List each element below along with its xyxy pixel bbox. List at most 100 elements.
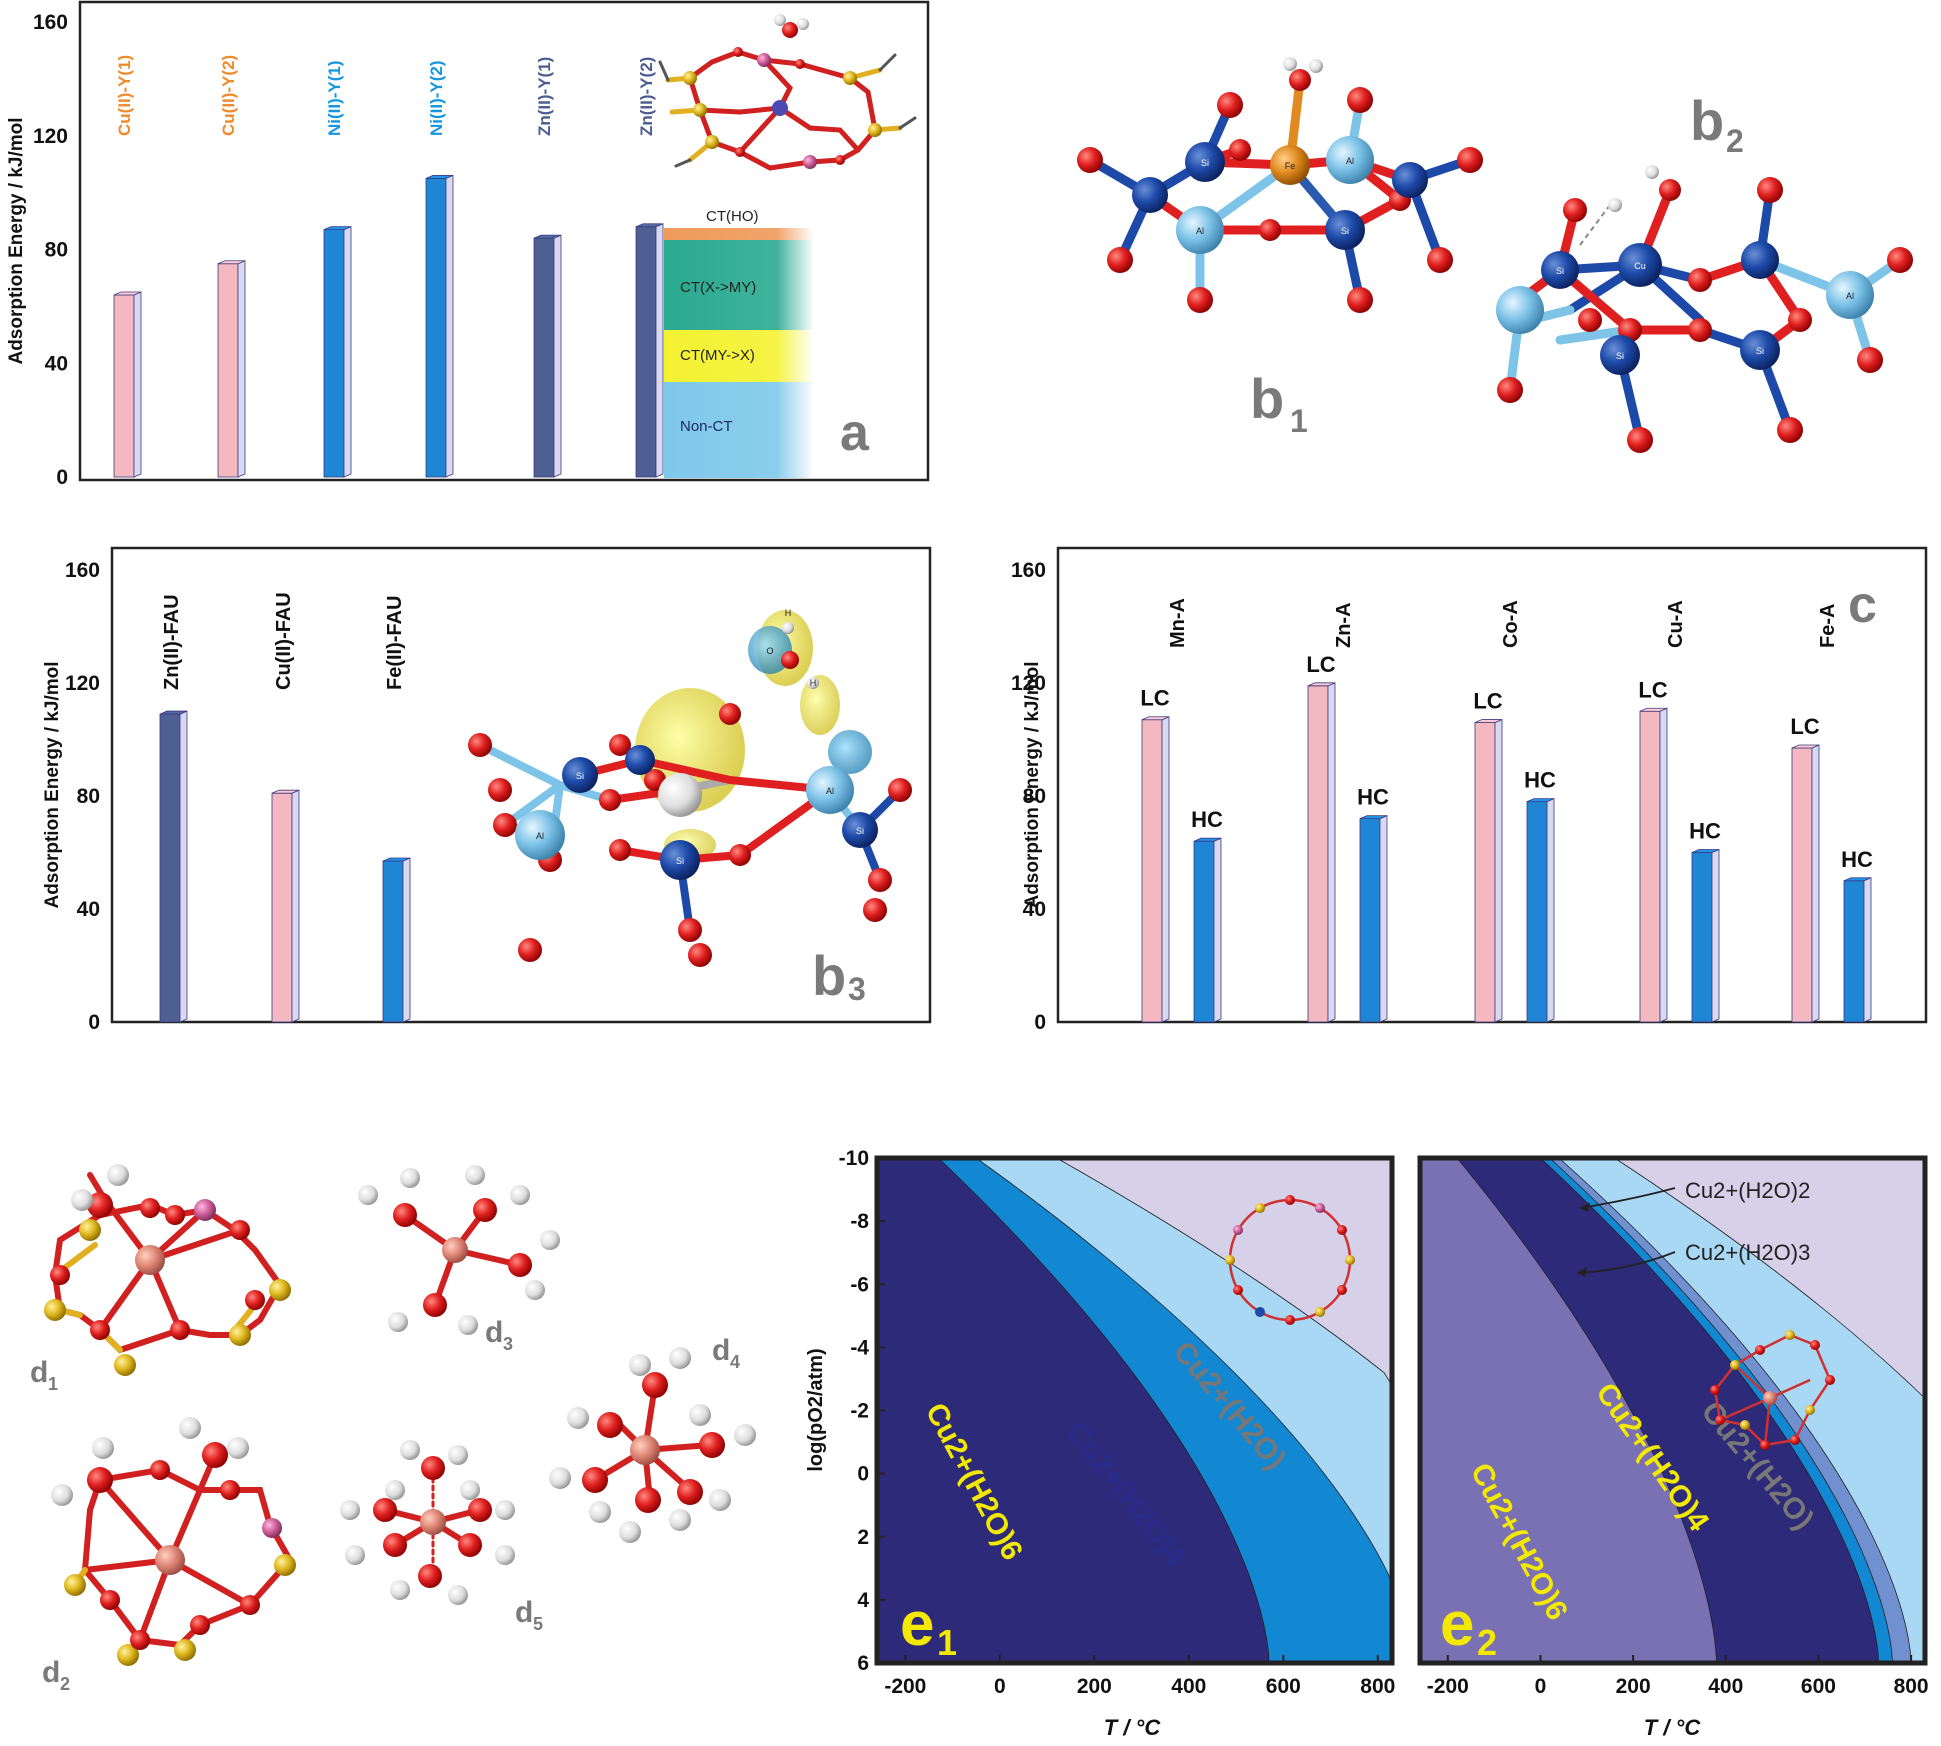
panel-b3-ytick-160: 160: [65, 559, 100, 582]
region-e1-0: [876, 1157, 1270, 1664]
legend-fade: [664, 228, 814, 478]
b3-si-label-1: Si: [576, 771, 584, 781]
b1-si-label-2: Si: [1341, 226, 1349, 236]
bar-cu-ii-y-2-front: [217, 263, 239, 478]
bar-zn-ii-fau-side: [179, 710, 188, 1023]
category-cu-ii-y-1: Cu(II)-Y(1): [115, 55, 134, 136]
b1-fe-label: Fe: [1285, 161, 1296, 171]
ytick-8: -8: [850, 1210, 869, 1233]
ring-inset-e1: [1225, 1195, 1355, 1325]
bar-mn-a-lc-side: [1161, 716, 1170, 1023]
xtick-400: 400: [1708, 1675, 1743, 1698]
panel-a-ylabel: Adsorption Energy / kJ/mol: [6, 117, 27, 364]
ring-e1-atom-8: [1255, 1203, 1265, 1214]
panel-a-ytick-0: 0: [56, 466, 68, 489]
bar-zn-ii-y-1-side: [553, 234, 562, 478]
ring-e2-atom-4: [1790, 1435, 1800, 1445]
category-co-a: Co-A: [1500, 600, 1522, 648]
ring-e1-atom-10: [1315, 1203, 1325, 1214]
bar-cu-a-lc-front: [1639, 710, 1661, 1023]
bar-ni-ii-y-1-side: [343, 225, 352, 478]
series-label-cu-a-hc: HC: [1689, 819, 1721, 844]
d3-sub: 3: [503, 1334, 513, 1354]
bar-zn-a-hc: [1359, 814, 1388, 1023]
bar-zn-a-hc-top: [1359, 815, 1388, 819]
ring-e2-bond-2: [1763, 1397, 1772, 1446]
cluster-inset-a: [658, 14, 917, 171]
b3-h-label-1: H: [810, 678, 817, 688]
bar-zn-ii-y-2-front: [635, 226, 657, 478]
panel-e1-ylabel: log(pO2/atm): [805, 1348, 827, 1471]
structure-b3: Al Al Si Si Si O H H: [468, 608, 912, 967]
b1-label: b: [1250, 367, 1284, 430]
panel-b3-ytick-40: 40: [77, 898, 100, 921]
structure-b2: Cu Si Si Si Al b 2: [1496, 89, 1913, 453]
b2-cu-label: Cu: [1634, 261, 1646, 271]
d1-sub: 1: [48, 1374, 58, 1394]
bar-ni-ii-y-1-top: [323, 226, 352, 230]
bar-fe-ii-fau: [382, 857, 411, 1023]
xtick-600: 600: [1266, 1675, 1301, 1698]
b3-h-label-2: H: [785, 608, 792, 618]
category-cu-a: Cu-A: [1665, 600, 1687, 648]
category-mn-a: Mn-A: [1167, 598, 1189, 648]
bar-co-a-hc-top: [1526, 798, 1555, 803]
panel-a-label: a: [840, 404, 870, 462]
category-zn-a: Zn-A: [1333, 602, 1355, 648]
legend-non-ct: Non-CT: [680, 418, 733, 435]
b2-si-label-3: Si: [1756, 346, 1764, 356]
ring-e2-atom-9: [1730, 1360, 1740, 1370]
ring-e1-atom-1: [1336, 1285, 1347, 1295]
legend-ct-my-x: CT(MY->X): [680, 347, 755, 364]
bar-mn-a-hc-top: [1193, 837, 1222, 842]
structure-b1: Fe Al Al Si Si b 1: [1077, 57, 1483, 439]
d4-sub: 4: [730, 1352, 740, 1372]
bar-zn-ii-fau-front: [159, 713, 181, 1023]
ring-inset-e2: [1710, 1330, 1835, 1450]
xtick-400: 400: [1171, 1675, 1206, 1698]
d5-label: d: [515, 1596, 533, 1629]
d3-label: d: [485, 1316, 503, 1349]
series-label-co-a-hc: HC: [1524, 768, 1556, 793]
panel-e2-frame: [1417, 1155, 1928, 1666]
panel-c: 0 40 80 120 160 Adsorption Energy / kJ/mol L…: [1011, 546, 1928, 1034]
series-label-mn-a-lc: LC: [1140, 686, 1169, 711]
d5-sub: 5: [533, 1614, 543, 1634]
b1-al-label-2: Al: [1196, 226, 1204, 236]
stack-legend: CT(HO) CT(X->MY) CT(MY->X) Non-CT: [664, 208, 814, 478]
xtick-0: 0: [1535, 1675, 1547, 1698]
bar-fe-a-hc-side: [1863, 877, 1872, 1023]
ring-e2-atom-8: [1710, 1385, 1720, 1395]
structure-d3: d 3: [358, 1165, 560, 1354]
bar-zn-ii-fau-top: [159, 710, 188, 715]
panel-c-ytick-120: 120: [1011, 672, 1046, 695]
series-label-zn-a-lc: LC: [1306, 652, 1335, 677]
panel-b3-ytick-80: 80: [77, 785, 100, 808]
panel-e2-sub: 2: [1477, 1622, 1497, 1663]
bar-cu-a-hc-top: [1691, 849, 1720, 853]
bar-fe-a-lc: [1791, 744, 1820, 1023]
bar-zn-a-lc-top: [1307, 682, 1336, 687]
series-label-cu-a-lc: LC: [1638, 677, 1667, 702]
bar-fe-a-lc-top: [1791, 744, 1820, 749]
ytick-0: 0: [857, 1463, 869, 1486]
ytick-4: -4: [850, 1336, 869, 1359]
xtick-0: 0: [994, 1675, 1006, 1698]
bar-fe-a-lc-side: [1811, 744, 1820, 1023]
panel-c-label: c: [1848, 576, 1877, 634]
series-label-zn-a-hc: HC: [1357, 785, 1389, 810]
ring-e2-atom-1: [1810, 1340, 1820, 1350]
bar-zn-a-lc: [1307, 682, 1336, 1023]
bar-co-a-lc-side: [1494, 718, 1503, 1023]
bar-mn-a-hc-front: [1193, 840, 1215, 1023]
ring-e1-atom-0: [1345, 1255, 1355, 1265]
bar-mn-a-hc: [1193, 837, 1222, 1023]
bar-ni-ii-y-2-top: [425, 175, 454, 179]
bar-cu-ii-fau-front: [271, 792, 293, 1023]
b3-si-label-3: Si: [856, 826, 864, 836]
bar-fe-ii-fau-top: [382, 857, 411, 862]
bar-cu-a-lc: [1639, 707, 1668, 1023]
b1-al-label-1: Al: [1346, 156, 1354, 166]
b1-si-label-1: Si: [1201, 158, 1209, 168]
bar-zn-ii-y-2: [635, 223, 664, 478]
